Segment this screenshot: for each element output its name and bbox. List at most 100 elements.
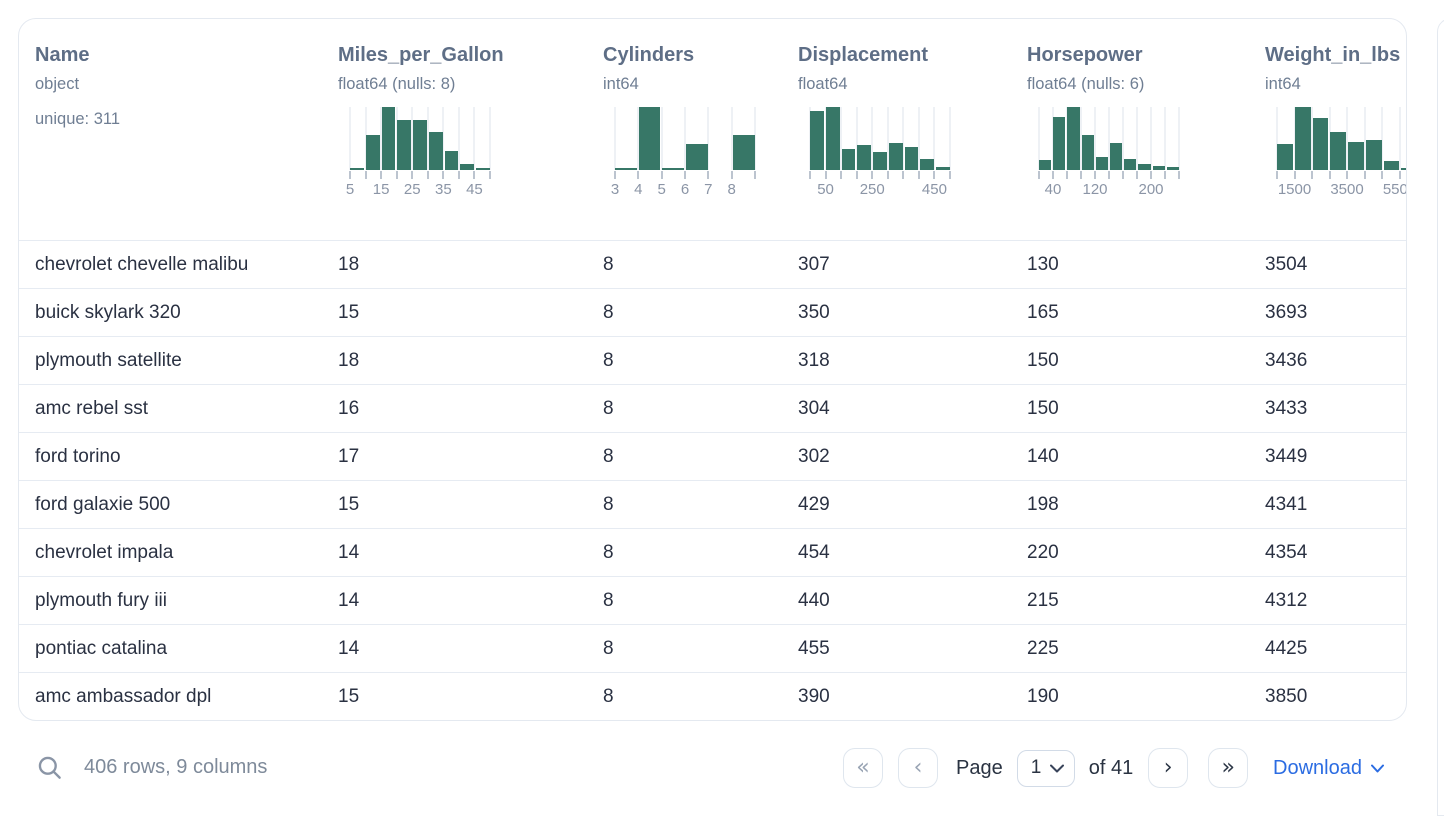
column-header-miles-per-gallon: Miles_per_Gallon float64 (nulls: 8) 5 15 2… xyxy=(338,19,603,240)
column-header-name: Name object unique: 311 xyxy=(35,19,338,240)
axis-tick xyxy=(1328,171,1331,179)
axis-tick xyxy=(754,171,756,179)
histogram-displacement[interactable]: 50 250 450 xyxy=(809,107,951,199)
column-dtype: float64 (nulls: 6) xyxy=(1027,75,1145,93)
cell-horsepower: 165 xyxy=(1027,301,1059,323)
axis-tick xyxy=(1080,171,1082,179)
cell-cylinders: 8 xyxy=(603,685,614,707)
histogram-bar xyxy=(733,135,756,170)
axis-tick xyxy=(809,171,811,179)
column-title[interactable]: Cylinders xyxy=(603,44,695,66)
cell-name: amc ambassador dpl xyxy=(35,685,212,707)
first-page-button[interactable]: « xyxy=(843,748,883,788)
cell-name: plymouth fury iii xyxy=(35,589,167,611)
cell-miles_per_gallon: 15 xyxy=(338,685,360,707)
search-icon[interactable] xyxy=(36,754,63,781)
histogram-miles-per-gallon[interactable]: 5 15 25 35 45 xyxy=(346,107,491,199)
cell-name: pontiac catalina xyxy=(35,637,168,659)
axis-tick-label: 50 xyxy=(817,181,834,198)
column-dtype: object xyxy=(35,75,80,93)
axis-tick xyxy=(473,171,476,179)
cell-cylinders: 8 xyxy=(603,493,614,515)
cell-weight_in_lbs: 4312 xyxy=(1265,589,1308,611)
histogram-bar xyxy=(1067,107,1080,170)
histogram-bar xyxy=(638,107,661,170)
histogram-bar xyxy=(857,145,872,170)
axis-tick xyxy=(1136,171,1138,179)
cell-displacement: 318 xyxy=(798,349,830,371)
axis-tick xyxy=(871,171,874,179)
axis-tick-label: 6 xyxy=(680,181,690,198)
chevron-down-icon xyxy=(1370,764,1384,772)
axis-tick xyxy=(1108,171,1110,179)
axis-tick xyxy=(1150,171,1152,179)
axis-tick xyxy=(840,171,843,179)
table-body: chevrolet chevelle malibu 18 8 307 130 3504 bu… xyxy=(19,240,1406,720)
cell-cylinders: 8 xyxy=(603,589,614,611)
histogram-bar xyxy=(615,168,637,170)
axis-tick-label: 3 xyxy=(610,181,620,198)
axis-tick-label: 5 xyxy=(657,181,666,198)
column-header-weight-in-lbs: Weight_in_lbs int64 1500 3500 5500 xyxy=(1265,19,1406,240)
histogram-gridlines xyxy=(1276,107,1406,170)
adjacent-panel-edge xyxy=(1437,18,1444,816)
column-dtype: float64 xyxy=(798,75,848,93)
axis-tick xyxy=(1346,171,1348,179)
column-title[interactable]: Name xyxy=(35,44,90,66)
cell-cylinders: 8 xyxy=(603,541,614,563)
column-title[interactable]: Displacement xyxy=(798,44,929,66)
cell-name: amc rebel sst xyxy=(35,397,148,419)
cell-weight_in_lbs: 3693 xyxy=(1265,301,1308,323)
previous-page-button[interactable]: ‹ xyxy=(898,748,938,788)
axis-tick xyxy=(457,171,460,179)
axis-tick xyxy=(395,171,398,179)
histogram-bar xyxy=(1312,118,1329,170)
axis-tick xyxy=(730,171,733,179)
cell-horsepower: 150 xyxy=(1027,397,1059,419)
histogram-bar xyxy=(810,111,824,170)
histogram-bar xyxy=(397,120,412,170)
axis-tick xyxy=(660,171,663,179)
table-row: plymouth fury iii 14 8 440 215 4312 xyxy=(19,576,1406,624)
footer-bar: 406 rows, 9 columns « ‹ Page 1 of 41 › »… xyxy=(18,720,1407,816)
column-unique-count: unique: 311 xyxy=(35,110,121,128)
axis-tick xyxy=(1276,171,1278,179)
column-title[interactable]: Weight_in_lbs xyxy=(1265,44,1401,66)
cell-weight_in_lbs: 3436 xyxy=(1265,349,1308,371)
table-row: chevrolet chevelle malibu 18 8 307 130 3504 xyxy=(19,240,1406,288)
cell-weight_in_lbs: 3504 xyxy=(1265,253,1308,275)
download-button[interactable]: Download xyxy=(1273,748,1384,788)
histogram-bar xyxy=(936,167,951,170)
axis-tick xyxy=(949,171,951,179)
histogram-bar xyxy=(904,147,919,170)
axis-tick xyxy=(637,171,640,179)
histogram-bar xyxy=(662,168,685,170)
histogram-horsepower[interactable]: 40 120 200 xyxy=(1038,107,1180,199)
axis-tick-label: 200 xyxy=(1138,181,1164,198)
cell-horsepower: 190 xyxy=(1027,685,1059,707)
table-row: amc rebel sst 16 8 304 150 3433 xyxy=(19,384,1406,432)
next-page-button[interactable]: › xyxy=(1148,748,1189,788)
histogram-bar xyxy=(413,120,427,170)
page-number-select[interactable]: 1 xyxy=(1016,749,1075,787)
axis-tick xyxy=(349,171,351,179)
histogram-weight-in-lbs[interactable]: 1500 3500 5500 xyxy=(1276,107,1406,199)
pagination: « ‹ Page 1 of 41 › » xyxy=(843,748,1249,788)
column-title[interactable]: Miles_per_Gallon xyxy=(338,44,504,66)
histogram-bars xyxy=(615,107,756,170)
axis-tick xyxy=(1122,171,1124,179)
column-dtype: float64 (nulls: 8) xyxy=(338,75,456,93)
axis-tick-label: 3500 xyxy=(1330,181,1364,198)
cell-weight_in_lbs: 3850 xyxy=(1265,685,1308,707)
axis-tick xyxy=(855,171,858,179)
column-title[interactable]: Horsepower xyxy=(1027,44,1143,66)
axis-tick-label: 25 xyxy=(403,181,421,198)
histogram-bar xyxy=(1330,132,1346,170)
histogram-bar xyxy=(1039,160,1052,170)
axis-tick xyxy=(1038,171,1040,179)
cell-weight_in_lbs: 4425 xyxy=(1265,637,1308,659)
last-page-button[interactable]: » xyxy=(1208,748,1249,788)
histogram-bar xyxy=(888,143,903,170)
cell-displacement: 429 xyxy=(798,493,830,515)
